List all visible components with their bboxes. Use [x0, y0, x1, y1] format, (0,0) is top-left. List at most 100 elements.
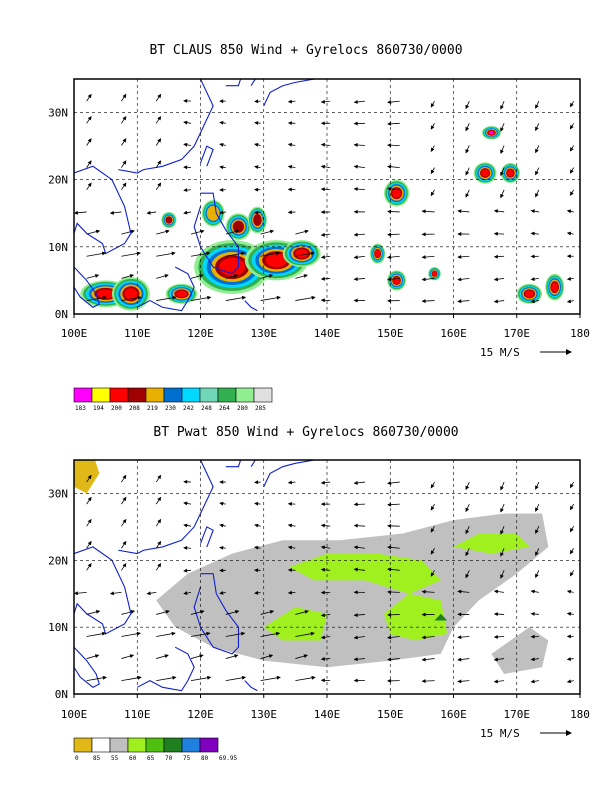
convection-cell: [370, 243, 386, 264]
wind-arrowhead: [320, 502, 325, 507]
x-tick-label: 180: [570, 708, 590, 721]
wind-arrowhead: [421, 612, 426, 617]
wind-vector: [225, 252, 245, 257]
wind-vector: [86, 676, 107, 682]
pwat-region-gray: [491, 627, 549, 674]
wind-arrowhead: [465, 126, 470, 132]
wind-arrowhead: [304, 229, 309, 234]
wind-arrowhead: [219, 501, 224, 506]
wind-vector: [260, 296, 281, 301]
wind-arrowhead: [136, 631, 141, 636]
wind-arrowhead: [457, 254, 462, 259]
wind-vector: [156, 252, 175, 257]
wind-arrowhead: [566, 657, 572, 661]
wind-arrowhead: [269, 229, 275, 234]
x-tick-label: 120E: [187, 327, 214, 340]
wind-arrowhead: [310, 251, 315, 256]
wind-arrowhead: [122, 562, 127, 568]
coastline: [74, 165, 132, 255]
convection-cell: [545, 273, 565, 301]
colorbar-swatch: [91, 387, 111, 403]
wind-arrowhead: [94, 274, 100, 278]
wind-arrowhead: [171, 631, 176, 636]
wind-arrowhead: [535, 507, 539, 512]
colorbar-swatch: [91, 737, 111, 753]
wind-arrowhead: [493, 679, 499, 684]
wind-vector: [295, 632, 315, 637]
wind-arrowhead: [207, 675, 212, 680]
wind-arrowhead: [183, 591, 188, 595]
wind-arrowhead: [234, 654, 239, 658]
colorbar-label: 230: [165, 405, 176, 412]
y-tick-label: 0N: [55, 688, 68, 701]
colorbar: 0 85 55 60 65 70 75 80 69.95: [73, 737, 237, 762]
convection-cell: [481, 125, 501, 140]
wind-arrowhead: [320, 545, 326, 550]
wind-arrowhead: [353, 480, 358, 485]
wind-arrowhead: [569, 191, 574, 196]
coastline: [136, 266, 195, 312]
wind-arrowhead: [200, 229, 205, 234]
wind-arrowhead: [566, 612, 572, 616]
wind-arrowhead: [465, 507, 470, 513]
y-tick-label: 0N: [55, 308, 68, 321]
chart-title: BT CLAUS 850 Wind + Gyrelocs 860730/0000: [149, 43, 462, 58]
wind-arrowhead: [535, 193, 539, 198]
wind-arrowhead: [199, 274, 204, 278]
wind-arrowhead: [130, 610, 136, 614]
wind-arrowhead: [287, 210, 292, 215]
x-tick-label: 120E: [187, 708, 214, 721]
wind-arrowhead: [241, 295, 247, 300]
wind-arrowhead: [500, 574, 504, 579]
wind-arrowhead: [465, 551, 470, 557]
wind-arrowhead: [137, 675, 142, 680]
wind-arrowhead: [109, 210, 115, 215]
wind-arrowhead: [493, 277, 499, 282]
wind-arrowhead: [219, 480, 224, 484]
colorbar-label: 242: [183, 405, 194, 412]
wind-arrowhead: [353, 523, 358, 528]
wind-arrowhead: [421, 679, 426, 684]
wind-arrowhead: [87, 138, 92, 143]
wind-arrowhead: [569, 483, 574, 489]
wind-arrowhead: [465, 104, 470, 110]
wind-arrowhead: [569, 147, 574, 152]
wind-vector: [225, 632, 245, 637]
wind-vector: [121, 296, 141, 301]
wind-vector: [156, 676, 176, 682]
wind-arrowhead: [311, 295, 316, 300]
wind-arrowhead: [206, 251, 211, 256]
wind-arrowhead: [353, 232, 358, 237]
wind-arrowhead: [304, 610, 309, 614]
colorbar-swatch: [127, 387, 147, 403]
wind-arrowhead: [569, 124, 574, 130]
wind-arrowhead: [130, 229, 136, 234]
wind-arrowhead: [102, 675, 107, 680]
wind-arrowhead: [353, 255, 358, 260]
wind-arrowhead: [353, 277, 358, 281]
wind-arrowhead: [387, 481, 392, 485]
wind-arrowhead: [157, 562, 162, 568]
vector-key-arrowhead: [566, 349, 572, 355]
wind-arrowhead: [109, 591, 115, 596]
wind-arrowhead: [87, 540, 92, 546]
wind-arrowhead: [129, 274, 135, 278]
coastline-layer: [74, 79, 316, 312]
wind-vector: [225, 676, 246, 682]
wind-arrowhead: [535, 104, 539, 109]
wind-arrowhead: [87, 182, 92, 187]
wind-arrowhead: [275, 631, 281, 636]
wind-arrowhead: [566, 299, 572, 304]
wind-arrowhead: [157, 518, 162, 524]
wind-arrowhead: [353, 657, 358, 662]
colorbar-swatch: [199, 737, 219, 753]
wind-arrowhead: [157, 474, 162, 480]
wind-arrowhead: [122, 115, 127, 121]
wind-arrowhead: [500, 530, 504, 535]
wind-arrowhead: [287, 568, 292, 572]
wind-arrowhead: [320, 99, 325, 104]
wind-arrowhead: [457, 612, 462, 617]
wind-arrowhead: [320, 523, 325, 528]
wind-arrowhead: [157, 115, 162, 121]
wind-arrowhead: [387, 612, 392, 617]
